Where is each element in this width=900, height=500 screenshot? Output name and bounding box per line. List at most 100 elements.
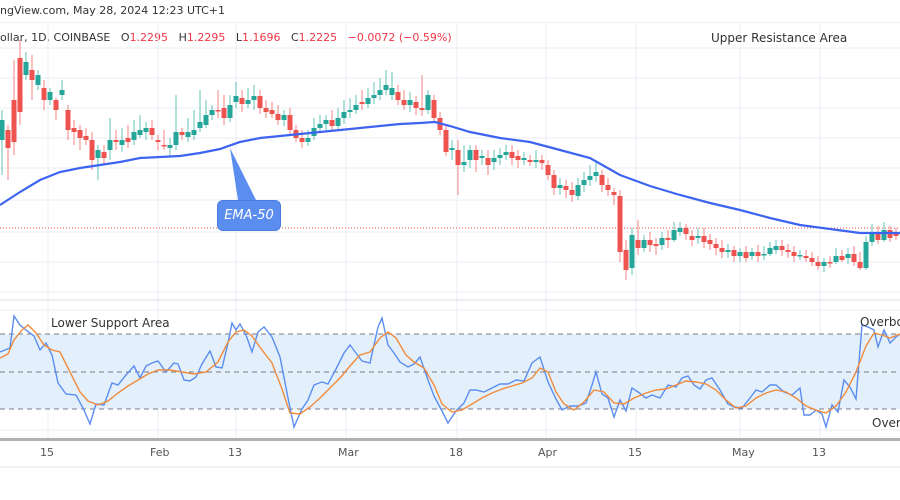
- candle-body: [11, 100, 17, 142]
- candle-body: [893, 234, 899, 236]
- x-axis-tick: 13: [228, 446, 242, 459]
- candle-body: [17, 58, 23, 112]
- candle-body: [515, 156, 521, 160]
- candle-body: [245, 100, 251, 104]
- ema-50-callout: EMA-50: [217, 200, 281, 231]
- open-label: O: [120, 31, 130, 44]
- candle-body: [365, 98, 371, 104]
- candle-body: [491, 158, 497, 162]
- candle-body: [281, 115, 287, 120]
- low-label: L: [235, 31, 242, 44]
- x-axis-tick: 15: [628, 446, 642, 459]
- candle-body: [467, 150, 473, 160]
- candle-body: [329, 120, 335, 126]
- ema-50-line: [0, 120, 900, 235]
- candle-body: [287, 115, 293, 130]
- candle-body: [743, 252, 749, 258]
- candle-body: [551, 175, 557, 188]
- candle-body: [713, 244, 719, 248]
- header-separator: [0, 22, 900, 23]
- candle-body: [857, 262, 863, 268]
- candle-body: [611, 192, 617, 195]
- candle-body: [161, 145, 167, 147]
- x-axis-tick: 13: [812, 446, 826, 459]
- candle-body: [377, 90, 383, 95]
- candle-body: [173, 132, 179, 145]
- candle-body: [707, 240, 713, 244]
- candle-body: [599, 175, 605, 185]
- high-label: H: [178, 31, 187, 44]
- candle-body: [875, 232, 881, 240]
- candle-body: [653, 244, 659, 246]
- candle-body: [761, 254, 767, 256]
- candle-body: [827, 262, 833, 264]
- candle-body: [413, 102, 419, 108]
- candle-body: [473, 150, 479, 160]
- low-value: 1.1696: [241, 31, 281, 44]
- candle-body: [263, 108, 269, 112]
- candle-body: [803, 256, 809, 258]
- candle-body: [383, 85, 389, 90]
- candle-body: [479, 156, 485, 158]
- candle-body: [353, 105, 359, 110]
- candle-body: [419, 108, 425, 110]
- candle-body: [77, 130, 83, 138]
- candle-body: [323, 120, 329, 124]
- candle-body: [395, 92, 401, 100]
- candle-body: [137, 130, 143, 135]
- candle-body: [671, 230, 677, 240]
- candle-body: [347, 110, 353, 112]
- candle-body: [359, 102, 365, 104]
- candle-body: [629, 235, 635, 268]
- candle-body: [143, 128, 149, 132]
- candle-body: [689, 236, 695, 240]
- candle-body: [791, 252, 797, 256]
- candle-body: [299, 138, 305, 142]
- candle-body: [431, 100, 437, 118]
- candle-body: [563, 186, 569, 190]
- candle-body: [509, 152, 515, 158]
- candle-body: [545, 165, 551, 175]
- symbol-line: ollar, 1D, COINBASE: [0, 31, 111, 44]
- candle-body: [47, 92, 53, 100]
- candle-body: [839, 256, 845, 260]
- candle-body: [191, 130, 197, 135]
- candle-body: [695, 236, 701, 238]
- candle-body: [125, 138, 131, 142]
- candle-body: [0, 120, 5, 140]
- candle-body: [719, 248, 725, 252]
- candle-body: [845, 254, 851, 258]
- candle-body: [221, 108, 227, 118]
- candle-body: [767, 248, 773, 254]
- candle-body: [575, 185, 581, 196]
- candle-body: [197, 122, 203, 128]
- candle-body: [533, 160, 539, 162]
- candle-body: [251, 96, 257, 100]
- candle-body: [443, 130, 449, 152]
- candle-body: [815, 262, 821, 266]
- candle-body: [119, 140, 125, 145]
- source-line: ngView.com, May 28, 2024 12:23 UTC+1: [0, 4, 225, 17]
- candle-body: [641, 240, 647, 248]
- candle-body: [101, 152, 107, 158]
- pane-separator: [0, 438, 900, 441]
- overbought-label: Overbo: [860, 315, 900, 329]
- candle-body: [149, 128, 155, 135]
- candle-body: [683, 228, 689, 234]
- candle-body: [65, 110, 71, 130]
- candle-body: [95, 150, 101, 158]
- candle-body: [773, 246, 779, 250]
- candle-body: [557, 185, 563, 188]
- candle-body: [617, 196, 623, 252]
- candle-body: [677, 228, 683, 232]
- candle-body: [257, 96, 263, 108]
- high-value: 1.2295: [186, 31, 226, 44]
- candle-body: [659, 238, 665, 245]
- candle-body: [203, 115, 209, 125]
- candle-body: [869, 232, 875, 242]
- candle-body: [269, 110, 275, 114]
- candle-body: [461, 162, 467, 165]
- x-axis-tick: 15: [40, 446, 54, 459]
- candle-body: [167, 145, 173, 148]
